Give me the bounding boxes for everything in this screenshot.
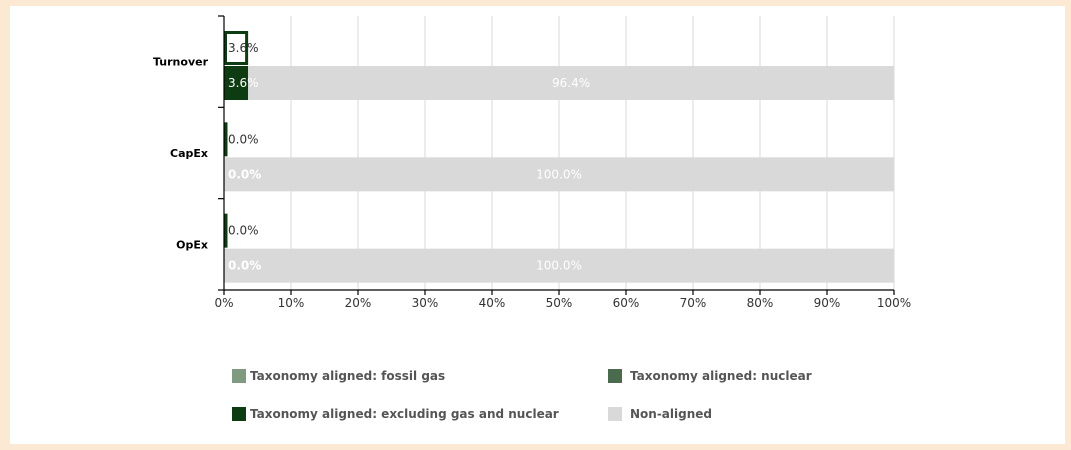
- bar-stack-1-turnover: [248, 66, 894, 100]
- bar-stack-label-aligned-capex: 0.0%: [228, 167, 261, 181]
- bar-outline-capex: [224, 122, 228, 157]
- x-tick-label: 50%: [546, 296, 573, 310]
- x-tick-label: 100%: [877, 296, 911, 310]
- bar-outline-label-opex: 0.0%: [228, 224, 259, 238]
- legend-swatch-non-aligned: [608, 407, 622, 421]
- bar-stack-label-non-aligned-turnover: 96.4%: [552, 76, 590, 90]
- legend-label-nuclear: Taxonomy aligned: nuclear: [630, 369, 812, 383]
- legend-label-fossil-gas: Taxonomy aligned: fossil gas: [250, 369, 446, 383]
- x-tick-label: 90%: [814, 296, 841, 310]
- x-tick-label: 80%: [747, 296, 774, 310]
- category-label-opex: OpEx: [176, 238, 208, 251]
- legend-item-non-aligned: Non-aligned: [608, 407, 712, 421]
- x-tick-label: 70%: [680, 296, 707, 310]
- x-tick-label: 40%: [479, 296, 506, 310]
- legend-item-excluding-gas-nuclear: Taxonomy aligned: excluding gas and nucl…: [232, 407, 559, 421]
- x-tick-label: 10%: [278, 296, 305, 310]
- category-label-turnover: Turnover: [153, 56, 209, 69]
- bar-stack-label-aligned-opex: 0.0%: [228, 259, 261, 273]
- bar-outline-label-turnover: 3.6%: [228, 41, 259, 55]
- bar-stack-label-non-aligned-opex: 100.0%: [536, 259, 582, 273]
- x-tick-label: 30%: [412, 296, 439, 310]
- legend-swatch-fossil-gas: [232, 369, 246, 383]
- legend-label-non-aligned: Non-aligned: [630, 407, 712, 421]
- chart-panel: 3.6% 3.6% 96.4% Turnover 0.0% 0.0% 100.0% CapEx…: [10, 6, 1065, 444]
- category-label-capex: CapEx: [170, 147, 208, 160]
- bar-stack-label-non-aligned-capex: 100.0%: [536, 167, 582, 181]
- legend-label-excluding-gas-nuclear: Taxonomy aligned: excluding gas and nucl…: [250, 407, 559, 421]
- legend-item-nuclear: Taxonomy aligned: nuclear: [608, 369, 812, 383]
- x-tick-label: 60%: [613, 296, 640, 310]
- x-tick-label: 0%: [214, 296, 233, 310]
- bar-outline-label-capex: 0.0%: [228, 132, 259, 146]
- bar-outline-opex: [224, 213, 228, 248]
- bar-stack-label-aligned-turnover: 3.6%: [228, 76, 259, 90]
- bar-outline-turnover: [224, 31, 249, 65]
- taxonomy-bar-chart: 3.6% 3.6% 96.4% Turnover 0.0% 0.0% 100.0% CapEx…: [153, 15, 911, 310]
- bar-stack-1-opex: [224, 248, 894, 283]
- legend-item-fossil-gas: Taxonomy aligned: fossil gas: [232, 369, 445, 383]
- bar-stack-1-capex: [224, 157, 894, 192]
- bar-stack-0-turnover: [224, 66, 249, 100]
- x-tick-label: 20%: [345, 296, 372, 310]
- legend-swatch-nuclear: [608, 369, 622, 383]
- legend-swatch-excluding-gas-nuclear: [232, 407, 246, 421]
